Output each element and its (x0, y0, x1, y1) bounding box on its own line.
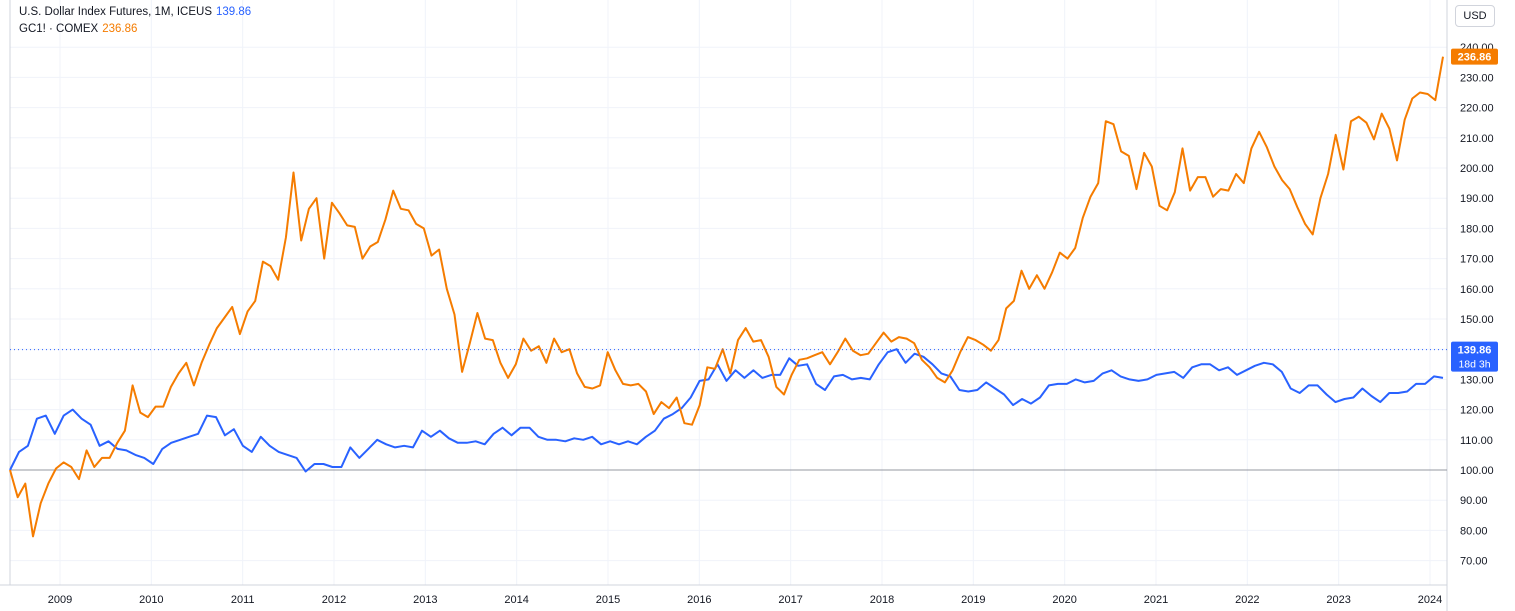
currency-button[interactable]: USD (1455, 5, 1495, 27)
y-tick-label: 220.00 (1460, 103, 1494, 115)
legend-dxy-value: 139.86 (216, 6, 252, 18)
y-tick-label: 160.00 (1460, 284, 1494, 296)
x-tick-label: 2011 (231, 594, 255, 606)
y-tick-label: 70.00 (1460, 556, 1488, 568)
legend-gc-value: 236.86 (102, 23, 138, 35)
y-tick-label: 210.00 (1460, 133, 1494, 145)
y-tick-label: 110.00 (1460, 435, 1493, 447)
x-tick-label: 2022 (1235, 594, 1259, 606)
legend-gc[interactable]: GC1! · COMEX 236.86 (19, 23, 137, 35)
series-line-dxy (9, 348, 1444, 473)
x-tick-label: 2012 (322, 594, 346, 606)
y-tick-label: 200.00 (1460, 163, 1494, 175)
y-tick-label: 90.00 (1460, 495, 1488, 507)
price-label-gc: 236.86 (1458, 52, 1492, 64)
y-tick-label: 180.00 (1460, 223, 1494, 235)
x-tick-label: 2023 (1326, 594, 1350, 606)
price-label-dxy: 139.86 (1458, 345, 1492, 357)
legend-dxy[interactable]: U.S. Dollar Index Futures, 1M, ICEUS 139.… (19, 6, 251, 18)
price-label-gc-bg (1451, 48, 1498, 65)
x-tick-label: 2018 (870, 594, 894, 606)
x-tick-label: 2017 (778, 594, 802, 606)
y-tick-label: 190.00 (1460, 193, 1494, 205)
y-tick-label: 130.00 (1460, 374, 1494, 386)
x-tick-label: 2013 (413, 594, 437, 606)
y-tick-label: 150.00 (1460, 314, 1494, 326)
y-tick-label: 230.00 (1460, 72, 1494, 84)
x-tick-label: 2020 (1052, 594, 1076, 606)
legend-gc-label: GC1! · COMEX (19, 23, 99, 35)
x-tick-label: 2024 (1418, 594, 1442, 606)
y-tick-label: 80.00 (1460, 525, 1488, 537)
x-tick-label: 2010 (139, 594, 163, 606)
x-tick-label: 2014 (504, 594, 528, 606)
y-tick-label: 170.00 (1460, 254, 1494, 266)
legend-dxy-label: U.S. Dollar Index Futures, 1M, ICEUS (19, 6, 213, 18)
x-tick-label: 2021 (1144, 594, 1168, 606)
series-line-gc (9, 56, 1444, 538)
x-tick-label: 2019 (961, 594, 985, 606)
x-tick-label: 2009 (48, 594, 72, 606)
countdown-label-dxy: 18d 3h (1458, 359, 1490, 371)
price-label-dxy-bg (1451, 341, 1498, 372)
x-tick-label: 2015 (596, 594, 620, 606)
y-tick-label: 120.00 (1460, 405, 1494, 417)
x-tick-label: 2016 (687, 594, 711, 606)
y-tick-label: 100.00 (1460, 465, 1494, 477)
